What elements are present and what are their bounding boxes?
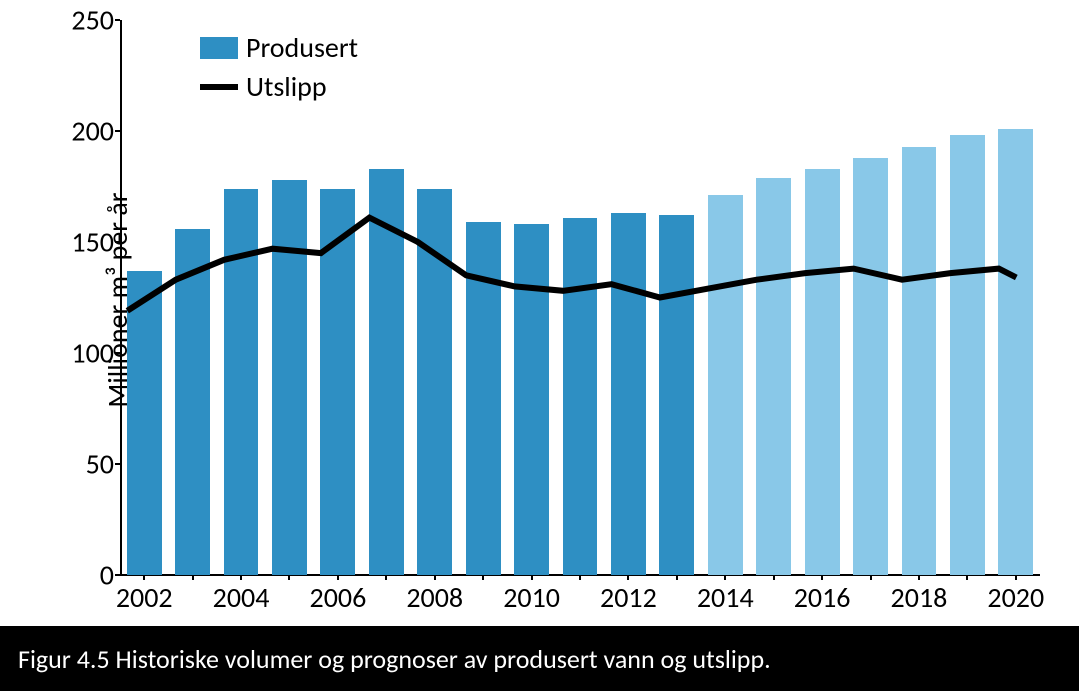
legend: Produsert Utslipp <box>200 30 358 104</box>
x-tick-mark <box>966 575 968 580</box>
bar <box>611 213 646 575</box>
x-tick-mark <box>288 575 290 580</box>
x-tick-label: 2020 <box>987 580 1044 615</box>
x-tick-mark <box>385 575 387 580</box>
bar <box>272 180 307 575</box>
bar <box>708 195 743 575</box>
bar <box>320 189 355 575</box>
y-tick-label: 50 <box>54 447 114 482</box>
y-tick-mark <box>115 130 120 132</box>
y-tick-label: 150 <box>54 225 114 260</box>
x-tick-mark <box>773 575 775 580</box>
bar <box>224 189 259 575</box>
bar <box>805 169 840 575</box>
x-tick-label: 2016 <box>794 580 851 615</box>
x-tick-mark <box>676 575 678 580</box>
legend-label-utslipp: Utslipp <box>246 69 327 104</box>
bar <box>369 169 404 575</box>
y-tick-label: 0 <box>54 558 114 593</box>
x-tick-label: 2012 <box>600 580 657 615</box>
x-tick-mark <box>579 575 581 580</box>
caption-bar: Figur 4.5 Historiske volumer og prognose… <box>0 626 1079 691</box>
y-tick-label: 250 <box>54 3 114 38</box>
y-tick-label: 100 <box>54 336 114 371</box>
x-tick-mark <box>870 575 872 580</box>
y-tick-mark <box>115 19 120 21</box>
chart-container: Millioner m³ per år Produsert Utslipp Fi… <box>0 0 1079 691</box>
y-tick-label: 200 <box>54 114 114 149</box>
bar <box>514 224 549 575</box>
bar <box>563 218 598 575</box>
legend-label-produsert: Produsert <box>246 30 358 65</box>
x-tick-label: 2018 <box>891 580 948 615</box>
bar <box>902 147 937 575</box>
x-tick-label: 2002 <box>116 580 173 615</box>
bar <box>466 222 501 575</box>
bar <box>756 178 791 575</box>
bar <box>127 271 162 575</box>
x-tick-label: 2006 <box>310 580 367 615</box>
bar <box>998 129 1033 575</box>
bar <box>853 158 888 575</box>
x-tick-label: 2010 <box>503 580 560 615</box>
x-tick-label: 2014 <box>697 580 754 615</box>
legend-swatch-bar <box>200 37 238 59</box>
y-tick-mark <box>115 574 120 576</box>
legend-item-utslipp: Utslipp <box>200 69 358 104</box>
bar <box>950 135 985 575</box>
x-tick-label: 2004 <box>213 580 270 615</box>
x-tick-label: 2008 <box>406 580 463 615</box>
legend-swatch-line <box>200 84 238 90</box>
y-tick-mark <box>115 463 120 465</box>
bar <box>659 215 694 575</box>
y-tick-mark <box>115 241 120 243</box>
bar <box>175 229 210 575</box>
y-tick-mark <box>115 352 120 354</box>
bar <box>417 189 452 575</box>
x-tick-mark <box>482 575 484 580</box>
caption-text: Figur 4.5 Historiske volumer og prognose… <box>18 643 771 675</box>
x-tick-mark <box>192 575 194 580</box>
legend-item-produsert: Produsert <box>200 30 358 65</box>
